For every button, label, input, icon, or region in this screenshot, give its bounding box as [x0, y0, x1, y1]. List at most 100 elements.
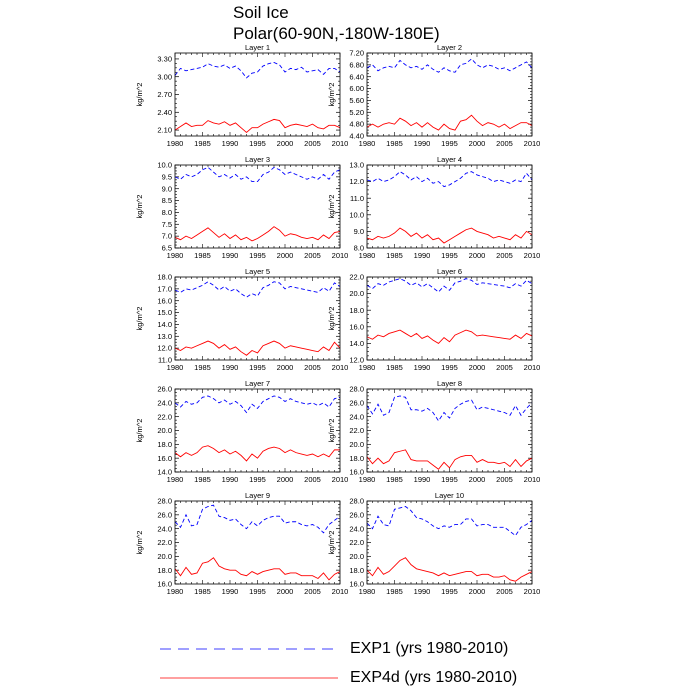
- y-tick-label: 20.0: [157, 426, 172, 435]
- x-tick-label: 1995: [249, 251, 266, 260]
- x-tick-label: 1980: [167, 475, 184, 484]
- x-tick-label: 2010: [524, 139, 541, 148]
- x-tick-label: 1985: [386, 587, 403, 596]
- y-tick-label: 15.0: [157, 308, 172, 317]
- x-tick-label: 2010: [332, 587, 349, 596]
- x-tick-label: 2000: [277, 475, 294, 484]
- y-tick-label: 18.0: [157, 440, 172, 449]
- y-axis-label: kg/m^2: [135, 195, 144, 219]
- x-tick-label: 1995: [249, 363, 266, 372]
- y-tick-label: 28.0: [157, 497, 172, 506]
- y-tick-label: 8.0: [162, 208, 172, 217]
- x-tick-label: 2010: [332, 139, 349, 148]
- y-tick-label: 12.0: [349, 177, 364, 186]
- y-tick-label: 3.30: [157, 55, 172, 64]
- x-tick-label: 2000: [469, 475, 486, 484]
- panel-title: Layer 1: [245, 43, 270, 52]
- y-tick-label: 24.0: [349, 412, 364, 421]
- y-tick-label: 18.0: [157, 273, 172, 282]
- x-tick-label: 2005: [304, 475, 321, 484]
- y-tick-label: 28.0: [349, 385, 364, 394]
- panel-title: Layer 8: [437, 379, 462, 388]
- y-tick-label: 5.20: [349, 108, 364, 117]
- y-tick-label: 7.5: [162, 220, 172, 229]
- figure-subtitle: Polar(60-90N,-180W-180E): [233, 24, 440, 43]
- x-tick-label: 1980: [167, 251, 184, 260]
- x-tick-label: 1980: [359, 363, 376, 372]
- x-tick-label: 2005: [496, 475, 513, 484]
- y-tick-label: 26.0: [349, 510, 364, 519]
- y-tick-label: 11.0: [350, 194, 364, 203]
- x-tick-label: 1990: [414, 475, 431, 484]
- x-tick-label: 1985: [194, 475, 211, 484]
- y-tick-label: 12.0: [349, 356, 364, 365]
- x-tick-label: 2010: [524, 363, 541, 372]
- panel-frame: [174, 164, 341, 249]
- panel-frame: [366, 388, 533, 473]
- x-tick-label: 2005: [304, 139, 321, 148]
- y-tick-label: 8.5: [162, 196, 172, 205]
- panel-frame: [174, 500, 341, 585]
- y-tick-label: 9.0: [354, 227, 364, 236]
- y-tick-label: 6.40: [349, 72, 364, 81]
- y-axis-label: kg/m^2: [327, 195, 336, 219]
- x-tick-label: 2005: [496, 139, 513, 148]
- x-tick-label: 1990: [414, 251, 431, 260]
- x-tick-label: 1990: [222, 139, 239, 148]
- x-tick-label: 2005: [304, 587, 321, 596]
- y-tick-label: 2.10: [157, 126, 172, 135]
- x-tick-label: 2010: [332, 363, 349, 372]
- y-tick-label: 16.0: [349, 580, 364, 589]
- panel-title: Layer 9: [245, 491, 270, 500]
- x-tick-label: 1985: [194, 587, 211, 596]
- y-tick-label: 22.0: [157, 412, 172, 421]
- y-tick-label: 3.00: [157, 72, 172, 81]
- panel-title: Layer 3: [245, 155, 270, 164]
- y-tick-label: 16.0: [349, 468, 364, 477]
- y-tick-label: 12.0: [157, 344, 172, 353]
- figure-title: Soil Ice: [233, 3, 289, 22]
- y-tick-label: 9.5: [162, 172, 172, 181]
- panel-title: Layer 4: [437, 155, 462, 164]
- y-tick-label: 6.80: [349, 60, 364, 69]
- y-tick-label: 22.0: [157, 538, 172, 547]
- x-tick-label: 1980: [359, 139, 376, 148]
- series-line-exp4d: [366, 329, 533, 344]
- x-tick-label: 1980: [167, 587, 184, 596]
- y-tick-label: 11.0: [158, 356, 172, 365]
- y-tick-label: 4.40: [349, 132, 364, 141]
- figure-title-block: Soil Ice Polar(60-90N,-180W-180E): [233, 2, 440, 44]
- y-tick-label: 13.0: [349, 161, 364, 170]
- x-tick-label: 2000: [469, 587, 486, 596]
- series-line-exp1: [174, 166, 341, 183]
- y-axis-label: kg/m^2: [327, 83, 336, 107]
- y-tick-label: 6.5: [162, 244, 172, 253]
- panel-frame: [366, 52, 533, 137]
- y-tick-label: 22.0: [349, 538, 364, 547]
- panel-frame: [366, 164, 533, 249]
- x-tick-label: 1980: [359, 587, 376, 596]
- y-tick-label: 13.0: [157, 332, 172, 341]
- y-tick-label: 18.0: [349, 306, 364, 315]
- x-tick-label: 1985: [386, 251, 403, 260]
- y-tick-label: 18.0: [157, 566, 172, 575]
- x-tick-label: 1990: [222, 475, 239, 484]
- legend-label-exp4d: EXP4d (yrs 1980-2010): [350, 669, 518, 686]
- series-line-exp1: [174, 62, 341, 79]
- y-axis-label: kg/m^2: [135, 83, 144, 107]
- series-line-exp4d: [174, 226, 341, 242]
- x-tick-label: 1980: [359, 475, 376, 484]
- legend-label-exp1: EXP1 (yrs 1980-2010): [350, 640, 509, 657]
- y-axis-label: kg/m^2: [327, 419, 336, 443]
- x-tick-label: 2000: [277, 587, 294, 596]
- x-tick-label: 2010: [332, 251, 349, 260]
- y-tick-label: 10.0: [157, 161, 172, 170]
- x-tick-label: 1990: [222, 587, 239, 596]
- y-tick-label: 26.0: [157, 510, 172, 519]
- y-tick-label: 20.0: [349, 440, 364, 449]
- y-tick-label: 18.0: [349, 566, 364, 575]
- y-tick-label: 26.0: [157, 385, 172, 394]
- x-tick-label: 2005: [496, 587, 513, 596]
- series-line-exp1: [366, 278, 533, 293]
